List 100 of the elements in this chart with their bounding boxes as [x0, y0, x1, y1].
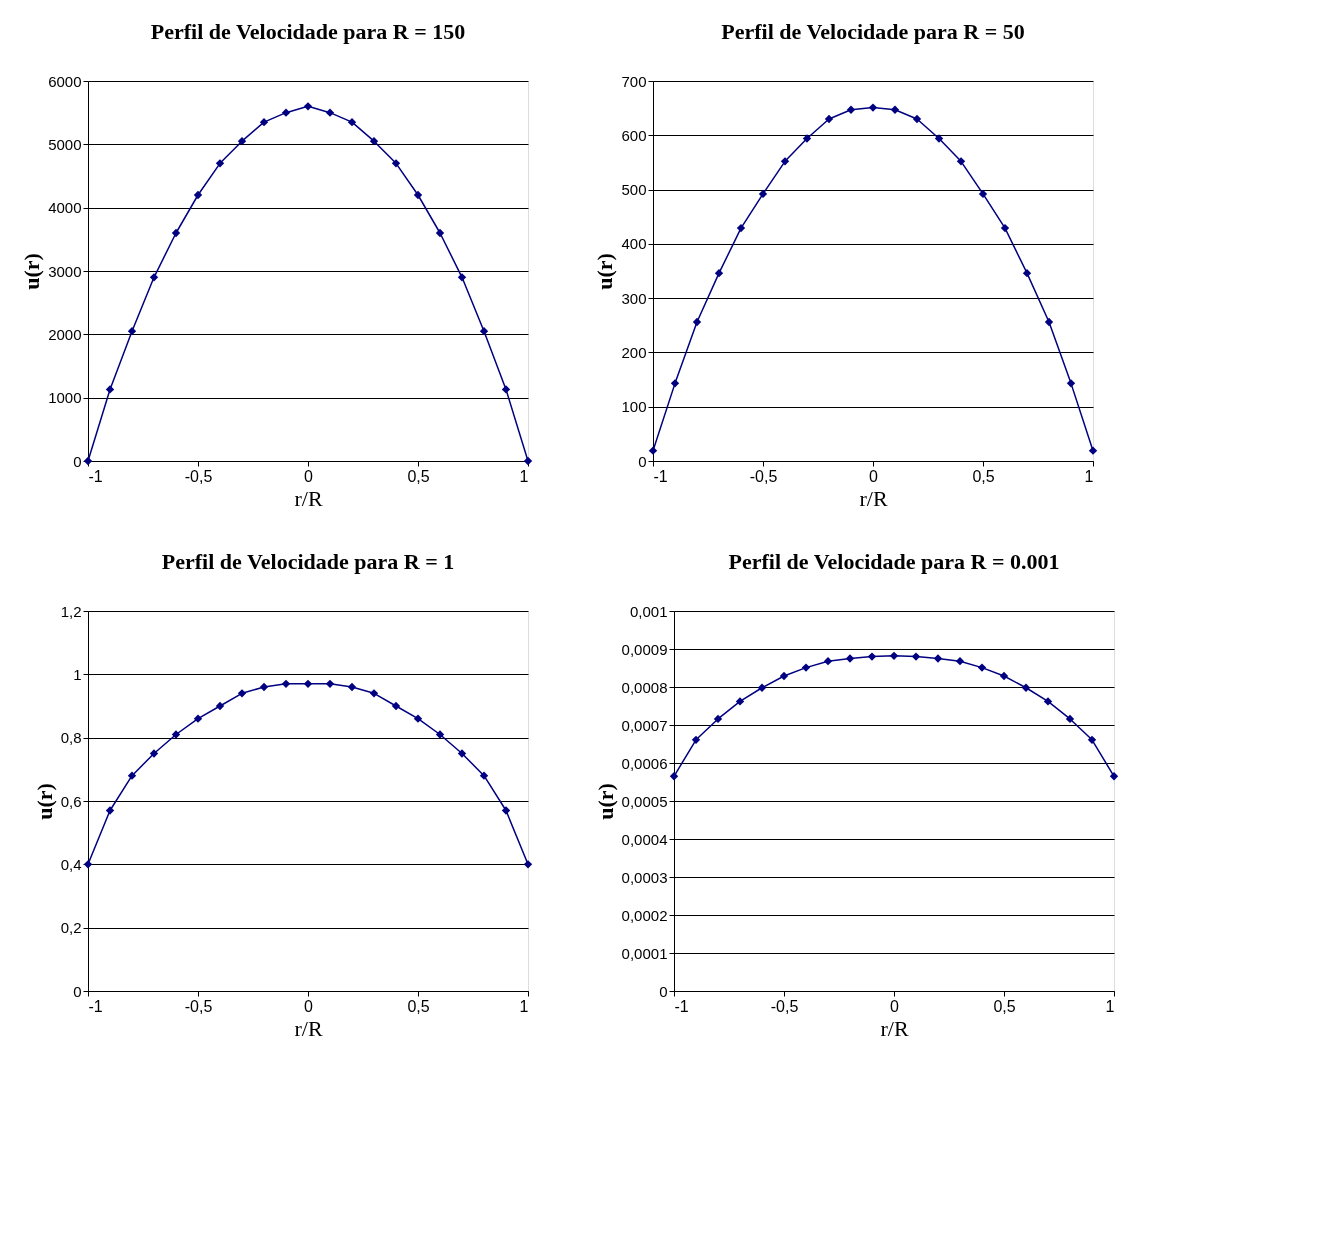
point	[259, 682, 269, 692]
y-tick-label: 0,0001	[621, 944, 668, 962]
y-tick-label: 4000	[48, 199, 82, 217]
y-tick-label: 0,0006	[621, 754, 668, 772]
point	[1088, 446, 1098, 455]
x-tick-label: 0	[304, 997, 314, 1015]
chart-title: Perfil de Velocidade para R = 150	[150, 19, 466, 44]
point	[171, 228, 181, 238]
point	[347, 682, 357, 692]
point	[1065, 714, 1075, 724]
point	[127, 326, 137, 336]
point	[303, 102, 313, 111]
y-tick-label: 2000	[48, 325, 82, 343]
y-axis-title: u(r)	[592, 783, 618, 820]
point	[714, 268, 724, 278]
y-tick-label: 0,0002	[621, 906, 668, 924]
x-axis-title: r/R	[294, 485, 323, 511]
point	[523, 456, 533, 466]
point	[933, 654, 943, 663]
point	[237, 136, 247, 146]
y-tick-label: 500	[621, 181, 647, 199]
y-tick-label: 0	[659, 982, 668, 1000]
x-tick-label: 0	[869, 467, 879, 485]
y-tick-label: 5000	[48, 135, 82, 153]
point	[149, 749, 159, 758]
y-tick-label: 100	[621, 398, 647, 416]
point	[457, 749, 467, 758]
y-tick-label: 0,001	[629, 602, 668, 620]
y-tick-label: 400	[621, 235, 647, 253]
x-tick-label: -0,5	[770, 997, 799, 1015]
point	[823, 656, 833, 666]
y-tick-label: 0	[73, 452, 82, 470]
x-tick-label: 0	[890, 997, 900, 1015]
x-tick-label: 0,5	[993, 997, 1016, 1015]
point	[846, 105, 856, 114]
point	[824, 114, 834, 124]
point	[501, 385, 511, 394]
y-axis-title: u(r)	[19, 253, 45, 290]
point	[1066, 379, 1076, 388]
point	[934, 134, 944, 143]
point	[523, 860, 533, 869]
point	[479, 771, 489, 780]
point	[713, 714, 723, 724]
point	[479, 326, 489, 336]
point	[435, 730, 445, 739]
point	[193, 190, 203, 200]
x-tick-label: 0,5	[407, 997, 430, 1015]
point	[347, 117, 357, 127]
y-tick-label: 700	[621, 72, 647, 90]
point	[757, 683, 767, 692]
y-tick-label: 200	[621, 343, 647, 361]
y-tick-label: 0,0007	[621, 716, 668, 734]
point	[281, 679, 291, 689]
point	[369, 689, 379, 698]
point	[369, 136, 379, 146]
x-axis-title: r/R	[294, 1015, 323, 1041]
x-tick-label: 1	[519, 467, 529, 485]
y-tick-label: 6000	[48, 72, 82, 90]
point	[648, 446, 658, 455]
point	[171, 730, 181, 739]
y-tick-label: 0	[73, 982, 82, 1000]
point	[669, 772, 679, 781]
point	[692, 317, 702, 327]
point	[691, 735, 701, 744]
point	[779, 671, 789, 681]
point	[303, 679, 313, 689]
y-tick-label: 0,8	[60, 729, 82, 747]
x-tick-label: -1	[88, 467, 103, 485]
point	[1087, 735, 1097, 744]
x-tick-label: 0,5	[407, 467, 430, 485]
point	[1044, 317, 1054, 327]
point	[391, 701, 401, 711]
x-tick-label: 1	[1084, 467, 1094, 485]
point	[889, 651, 899, 661]
x-axis-title: r/R	[859, 485, 888, 511]
point	[978, 189, 988, 199]
point	[149, 273, 159, 282]
x-tick-label: -0,5	[184, 467, 213, 485]
point	[281, 108, 291, 117]
x-tick-label: -1	[653, 467, 668, 485]
point	[736, 223, 746, 233]
x-tick-label: 0,5	[972, 467, 995, 485]
point	[215, 701, 225, 711]
point	[1000, 223, 1010, 233]
y-tick-label: 0,0005	[621, 792, 668, 810]
chart-title: Perfil de Velocidade para R = 1	[161, 549, 455, 574]
point	[1022, 268, 1032, 278]
y-tick-label: 1000	[48, 389, 82, 407]
y-tick-label: 0,0009	[621, 640, 668, 658]
point	[413, 190, 423, 200]
y-axis-title: u(r)	[592, 253, 618, 290]
x-tick-label: -0,5	[184, 997, 213, 1015]
point	[780, 157, 790, 166]
y-tick-label: 1	[73, 665, 82, 683]
point	[867, 652, 877, 661]
x-tick-label: -0,5	[749, 467, 778, 485]
y-tick-label: 3000	[48, 262, 82, 280]
point	[105, 385, 115, 394]
point	[413, 714, 423, 723]
point	[193, 714, 203, 723]
